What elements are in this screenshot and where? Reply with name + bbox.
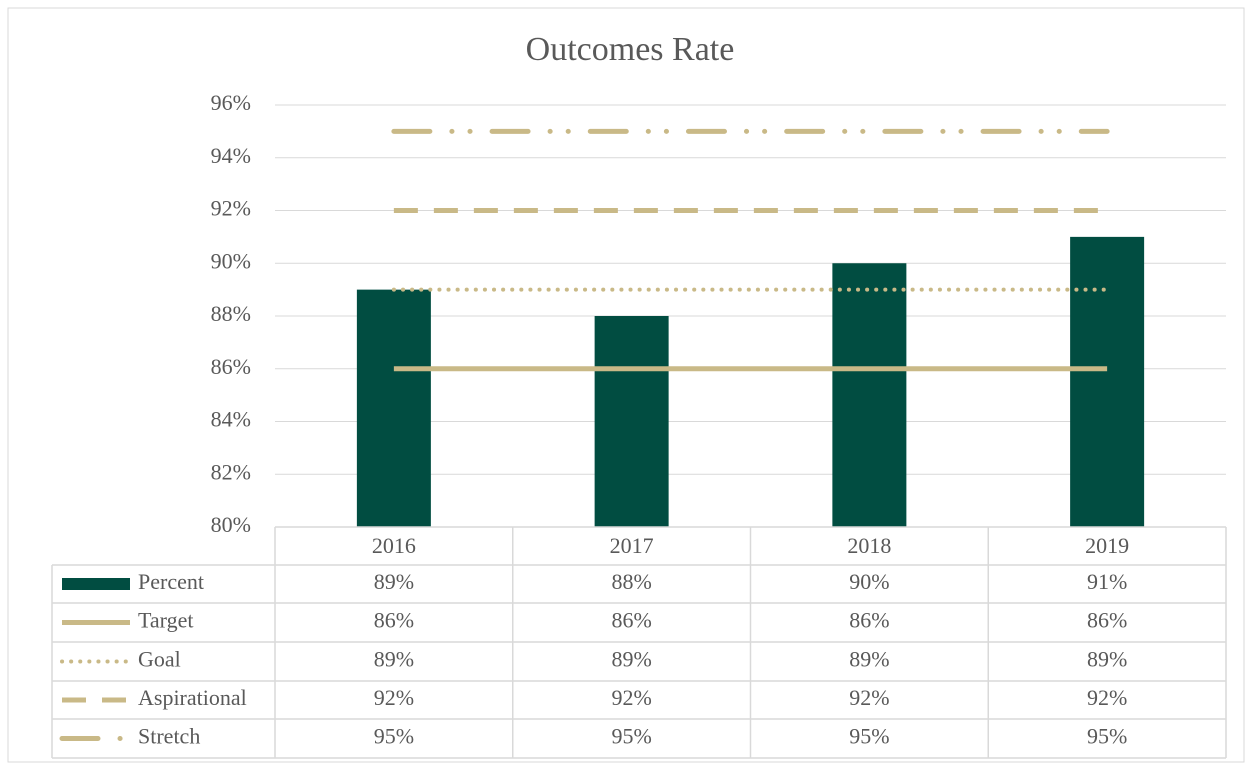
y-tick-label: 80%: [211, 512, 251, 537]
legend-label: Aspirational: [138, 685, 247, 710]
bar: [356, 289, 431, 527]
table-value: 95%: [611, 724, 651, 749]
table-value: 86%: [1087, 608, 1127, 633]
y-tick-label: 84%: [211, 407, 251, 432]
table-value: 89%: [374, 647, 414, 672]
x-tick-label: 2018: [847, 533, 891, 558]
table-value: 91%: [1087, 569, 1127, 594]
y-tick-label: 96%: [211, 90, 251, 115]
table-value: 86%: [374, 608, 414, 633]
x-tick-label: 2019: [1085, 533, 1129, 558]
table-value: 95%: [849, 724, 889, 749]
x-tick-label: 2016: [372, 533, 416, 558]
y-tick-label: 92%: [211, 196, 251, 221]
legend-label: Target: [138, 608, 193, 633]
y-tick-label: 88%: [211, 301, 251, 326]
table-value: 92%: [849, 685, 889, 710]
table-value: 88%: [611, 569, 651, 594]
bar: [594, 316, 669, 527]
legend-label: Goal: [138, 647, 181, 672]
table-value: 92%: [611, 685, 651, 710]
table-value: 92%: [374, 685, 414, 710]
bar: [832, 263, 907, 527]
y-tick-label: 86%: [211, 354, 251, 379]
table-value: 89%: [849, 647, 889, 672]
y-tick-label: 82%: [211, 459, 251, 484]
y-tick-label: 90%: [211, 248, 251, 273]
legend-label: Percent: [138, 569, 204, 594]
table-value: 86%: [849, 608, 889, 633]
x-tick-label: 2017: [610, 533, 654, 558]
table-value: 95%: [374, 724, 414, 749]
table-value: 86%: [611, 608, 651, 633]
chart-title: Outcomes Rate: [526, 31, 735, 68]
table-value: 92%: [1087, 685, 1127, 710]
y-tick-label: 94%: [211, 143, 251, 168]
table-value: 89%: [1087, 647, 1127, 672]
table-value: 95%: [1087, 724, 1127, 749]
table-value: 90%: [849, 569, 889, 594]
legend-label: Stretch: [138, 724, 200, 749]
legend-key: [62, 578, 130, 590]
table-value: 89%: [374, 569, 414, 594]
table-value: 89%: [611, 647, 651, 672]
bar: [1070, 236, 1145, 527]
